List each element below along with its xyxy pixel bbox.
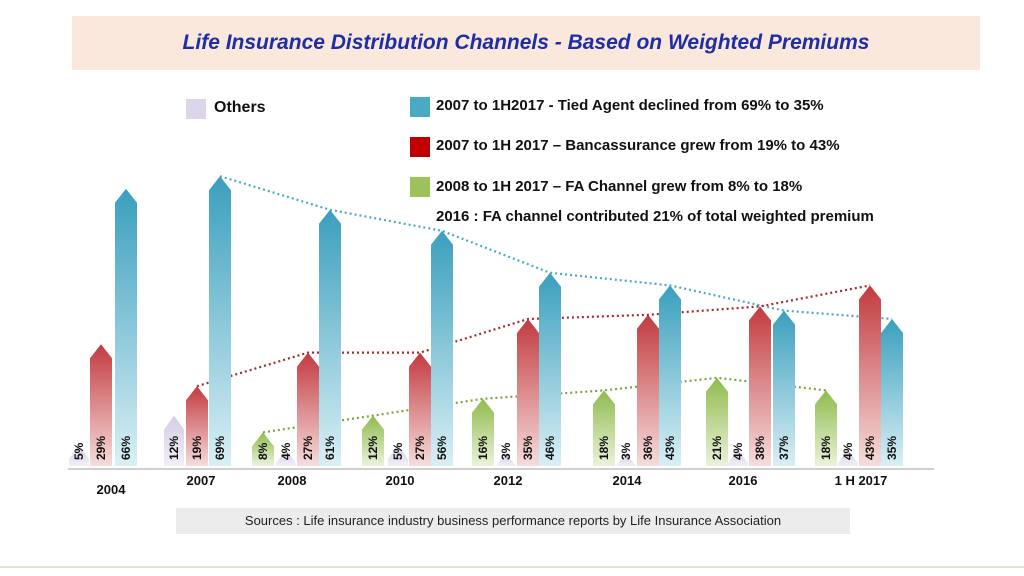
x-tick-label-7: 1 H 2017	[835, 473, 888, 488]
bar-fa-channel-3	[362, 415, 384, 466]
bar-bancassurance-1	[186, 386, 208, 466]
x-tick-label-6: 2016	[729, 473, 758, 488]
bar-tied-agent-1	[209, 176, 231, 466]
label-tied-agent-0: 66%	[119, 436, 133, 460]
chart-title: Life Insurance Distribution Channels - B…	[182, 31, 870, 54]
label-others-0: 5%	[72, 442, 86, 460]
bar-others-6	[728, 449, 748, 466]
legend-label-tied-agent: 2007 to 1H2017 - Tied Agent declined fro…	[436, 97, 824, 114]
bar-tied-agent-4	[539, 272, 561, 466]
legend-label-fa-channel: 2008 to 1H 2017 – FA Channel grew from 8…	[436, 178, 803, 195]
label-fa-channel-7: 18%	[819, 436, 833, 460]
bar-others-1	[164, 415, 184, 466]
bar-fa-channel-5	[593, 390, 615, 466]
x-tick-label-1: 2007	[187, 473, 216, 488]
label-others-5: 3%	[619, 442, 633, 460]
legend-fa-note: 2016 : FA channel contributed 21% of tot…	[436, 208, 874, 225]
sources-note: Sources : Life insurance industry busine…	[176, 508, 850, 534]
label-bancassurance-3: 27%	[413, 436, 427, 460]
label-tied-agent-3: 56%	[435, 436, 449, 460]
label-others-6: 4%	[731, 442, 745, 460]
bar-bancassurance-4	[517, 319, 539, 466]
label-bancassurance-2: 27%	[301, 436, 315, 460]
x-tick-label-2: 2008	[278, 473, 307, 488]
x-tick-label-4: 2012	[494, 473, 523, 488]
label-others-1: 12%	[167, 436, 181, 460]
bar-fa-channel-7	[815, 390, 837, 466]
label-bancassurance-6: 38%	[753, 436, 767, 460]
label-bancassurance-4: 35%	[521, 436, 535, 460]
bar-bancassurance-6	[749, 306, 771, 466]
bar-tied-agent-6	[773, 310, 795, 466]
label-tied-agent-7: 35%	[885, 436, 899, 460]
label-fa-channel-6: 21%	[710, 436, 724, 460]
label-bancassurance-7: 43%	[863, 436, 877, 460]
bar-tied-agent-5	[659, 285, 681, 466]
label-others-7: 4%	[841, 442, 855, 460]
bar-others-0	[69, 445, 89, 466]
legend-label-others: Others	[214, 99, 266, 116]
label-fa-channel-4: 16%	[476, 436, 490, 460]
bar-others-4	[496, 453, 516, 466]
x-tick-label-5: 2014	[613, 473, 643, 488]
bar-fa-channel-4	[472, 398, 494, 466]
x-tick-label-0: 2004	[97, 482, 127, 497]
bar-bancassurance-3	[409, 352, 431, 466]
legend-swatch-bancassurance	[410, 137, 430, 157]
label-fa-channel-2: 8%	[256, 442, 270, 460]
label-tied-agent-5: 43%	[663, 436, 677, 460]
bar-fa-channel-6	[706, 377, 728, 466]
label-fa-channel-3: 12%	[366, 436, 380, 460]
bar-bancassurance-2	[297, 352, 319, 466]
bar-bancassurance-0	[90, 344, 112, 466]
legend-label-bancassurance: 2007 to 1H 2017 – Bancassurance grew fro…	[436, 137, 840, 154]
footer-divider	[0, 566, 1024, 568]
label-others-3: 5%	[391, 442, 405, 460]
legend-swatch-tied-agent	[410, 97, 430, 117]
label-bancassurance-1: 19%	[190, 436, 204, 460]
bar-tied-agent-7	[881, 319, 903, 466]
title-banner: Life Insurance Distribution Channels - B…	[72, 16, 980, 70]
label-others-2: 4%	[279, 442, 293, 460]
bar-bancassurance-5	[637, 314, 659, 466]
legend-swatch-others	[186, 99, 206, 119]
bar-tied-agent-3	[431, 230, 453, 466]
bar-bancassurance-7	[859, 285, 881, 466]
label-tied-agent-4: 46%	[543, 436, 557, 460]
legend-swatch-fa-channel	[410, 177, 430, 197]
label-fa-channel-5: 18%	[597, 436, 611, 460]
trend-line-fa-channel	[262, 376, 827, 434]
label-others-4: 3%	[499, 442, 513, 460]
label-tied-agent-2: 61%	[323, 436, 337, 460]
bar-tied-agent-0	[115, 188, 137, 467]
bar-others-3	[388, 445, 408, 466]
label-bancassurance-0: 29%	[94, 436, 108, 460]
label-tied-agent-6: 37%	[777, 436, 791, 460]
x-tick-label-3: 2010	[386, 473, 415, 488]
label-tied-agent-1: 69%	[213, 436, 227, 460]
bar-others-5	[616, 453, 636, 466]
bar-tied-agent-2	[319, 209, 341, 467]
bar-others-2	[276, 449, 296, 466]
bar-fa-channel-2	[252, 432, 274, 466]
label-bancassurance-5: 36%	[641, 436, 655, 460]
bar-others-7	[838, 449, 858, 466]
